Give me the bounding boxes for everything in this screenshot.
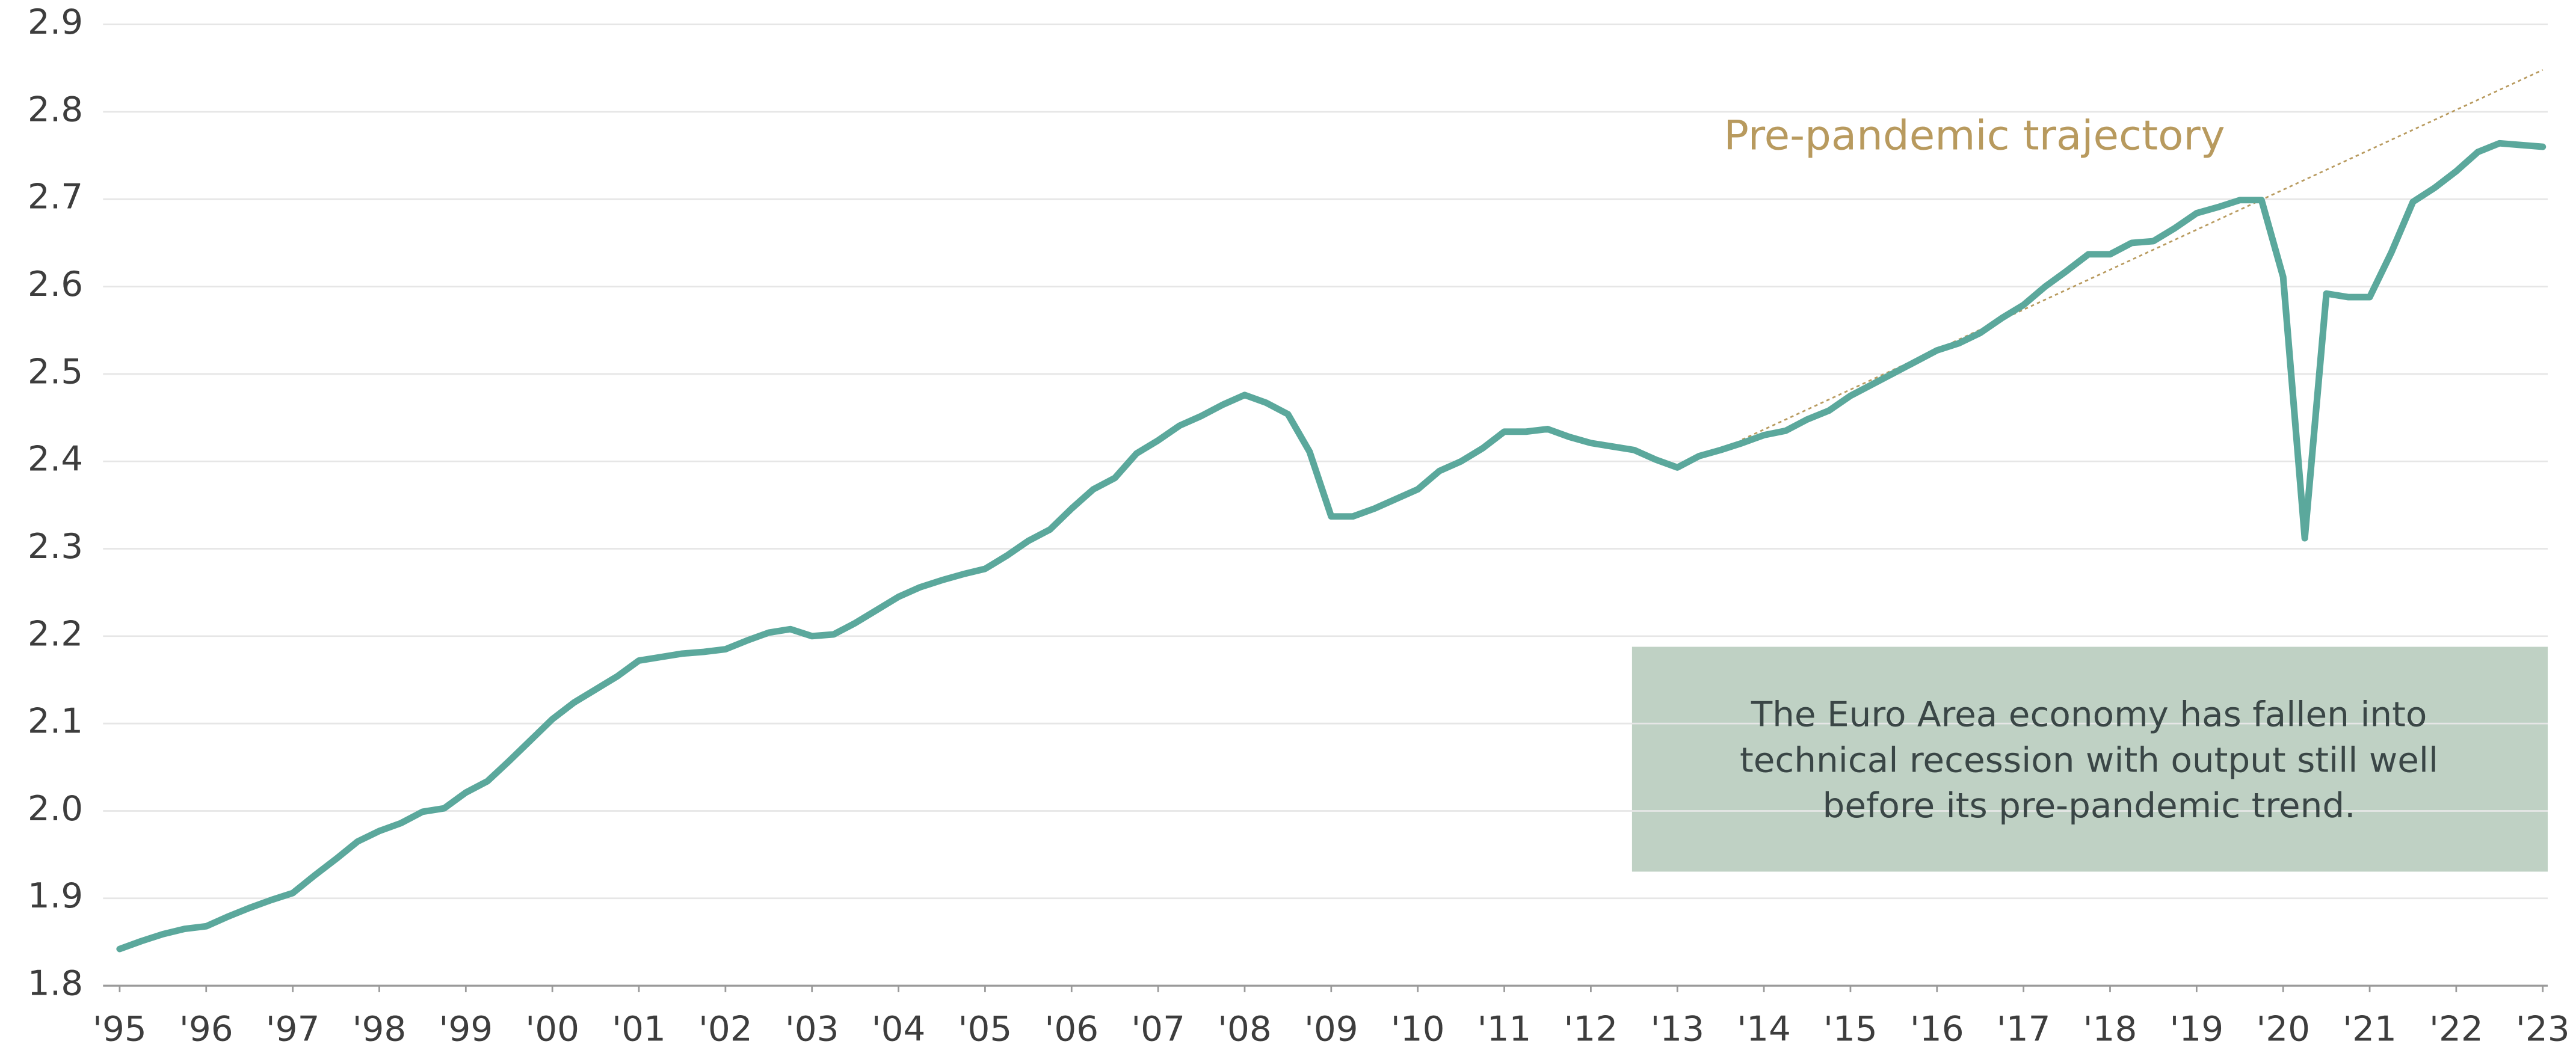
y-tick-label: 2.5 (28, 352, 83, 391)
trend-line (1742, 69, 2544, 441)
y-tick-label: 2.7 (28, 177, 83, 216)
x-tick-label: '23 (2516, 1009, 2570, 1049)
x-tick-label: '96 (179, 1009, 233, 1049)
x-tick-label: '08 (1218, 1009, 1272, 1049)
trend-label: Pre-pandemic trajectory (1724, 112, 2225, 159)
y-tick-label: 2.6 (28, 265, 83, 304)
x-tick-label: '01 (612, 1009, 666, 1049)
x-tick-label: '11 (1478, 1009, 1532, 1049)
y-tick-label: 2.3 (28, 527, 83, 566)
x-tick-label: '15 (1823, 1009, 1878, 1049)
x-tick-label: '97 (266, 1009, 320, 1049)
x-tick-label: '00 (525, 1009, 579, 1049)
x-tick-label: '16 (1910, 1009, 1964, 1049)
x-tick-label: '17 (1997, 1009, 2051, 1049)
y-tick-label: 2.0 (28, 788, 83, 828)
x-tick-label: '09 (1304, 1009, 1358, 1049)
y-tick-label: 2.2 (28, 614, 83, 654)
x-tick-label: '12 (1564, 1009, 1618, 1049)
annotation-text: technical recession with output still we… (1740, 740, 2438, 780)
y-tick-label: 2.9 (28, 2, 83, 42)
x-tick-label: '19 (2169, 1009, 2223, 1049)
x-tick-label: '04 (872, 1009, 926, 1049)
annotation-text: The Euro Area economy has fallen into (1751, 695, 2427, 734)
y-tick-label: 2.4 (28, 439, 83, 479)
x-tick-label: '07 (1131, 1009, 1185, 1049)
y-tick-label: 1.9 (28, 876, 83, 916)
x-tick-label: '21 (2343, 1009, 2397, 1049)
x-tick-label: '06 (1044, 1009, 1098, 1049)
annotation-box (1632, 646, 2548, 872)
x-tick-label: '02 (698, 1009, 753, 1049)
x-tick-label: '20 (2256, 1009, 2310, 1049)
x-tick-label: '99 (439, 1009, 493, 1049)
y-tick-label: 2.8 (28, 90, 83, 129)
x-tick-label: '03 (785, 1009, 839, 1049)
x-tick-label: '18 (2083, 1009, 2137, 1049)
x-tick-label: '95 (93, 1009, 147, 1049)
x-tick-label: '05 (958, 1009, 1012, 1049)
y-tick-label: 2.1 (28, 701, 83, 741)
x-tick-label: '22 (2429, 1009, 2483, 1049)
x-tick-label: '10 (1391, 1009, 1445, 1049)
annotation-text: before its pre-pandemic trend. (1823, 786, 2356, 826)
x-tick-label: '14 (1737, 1009, 1791, 1049)
x-tick-label: '98 (353, 1009, 407, 1049)
y-tick-label: 1.8 (28, 963, 83, 1003)
x-tick-label: '13 (1650, 1009, 1704, 1049)
series-line (116, 140, 2547, 953)
